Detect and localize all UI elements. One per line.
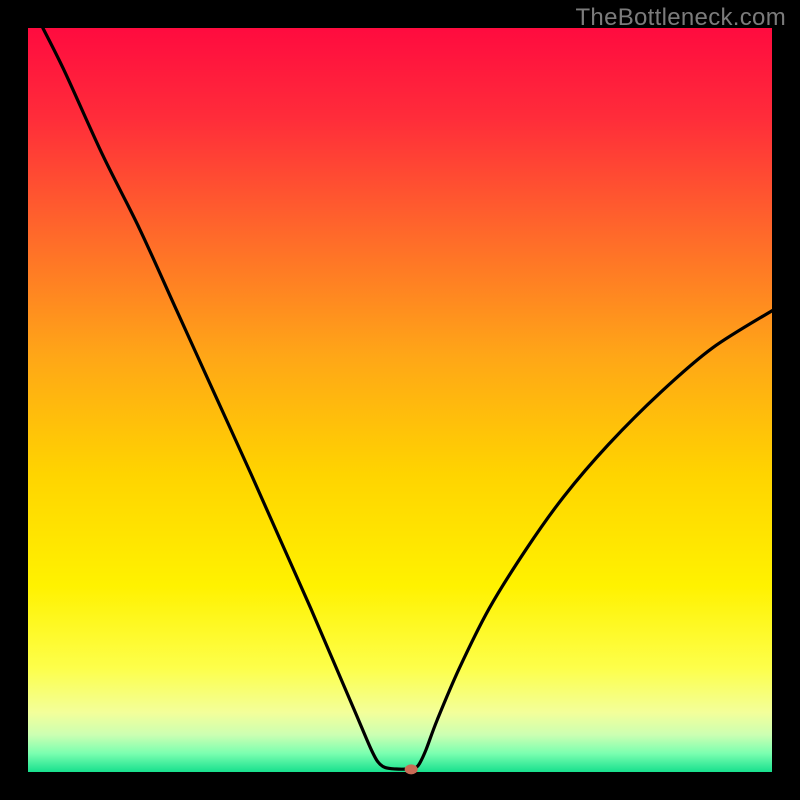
optimal-point-marker: [405, 764, 418, 774]
plot-background: [28, 28, 772, 772]
bottleneck-chart: TheBottleneck.com: [0, 0, 800, 800]
watermark-text: TheBottleneck.com: [575, 4, 786, 32]
chart-svg: [0, 0, 800, 800]
